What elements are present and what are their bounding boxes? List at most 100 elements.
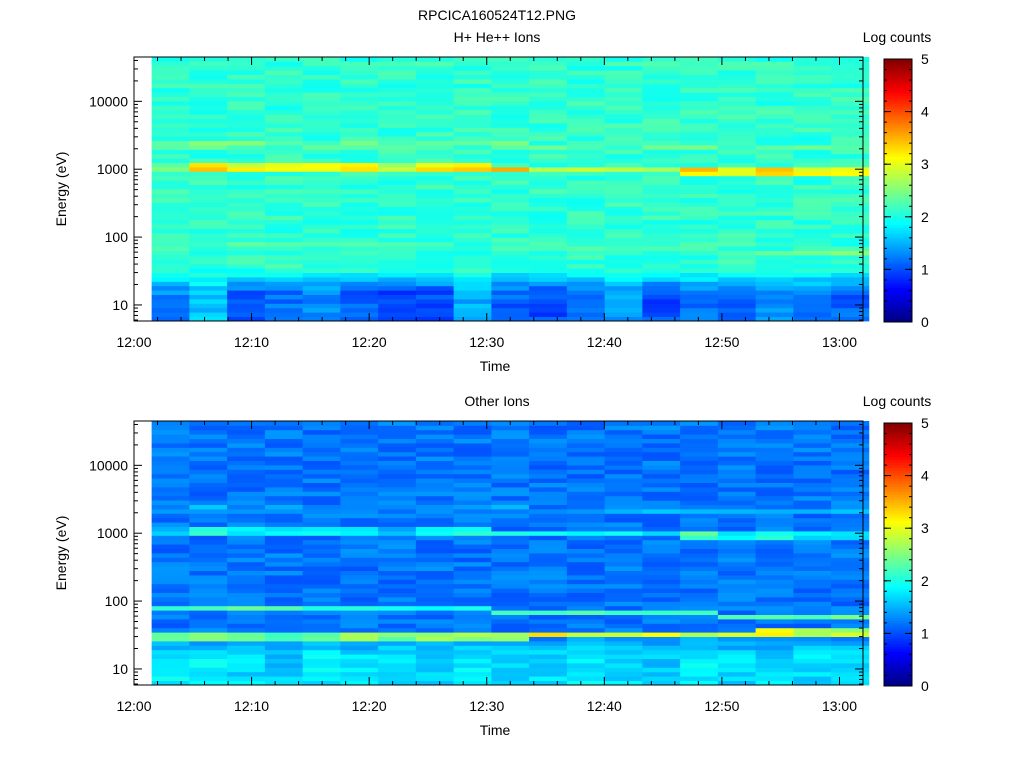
heatmap-cell (717, 153, 757, 159)
heatmap-cell (604, 619, 643, 624)
heatmap-cell (151, 237, 190, 243)
heatmap-cell (302, 614, 341, 620)
heatmap-cell (755, 197, 794, 203)
heatmap-cell (717, 175, 757, 181)
heatmap-cell (415, 443, 455, 448)
heatmap-cell (755, 215, 794, 221)
colorbar-step (884, 643, 912, 647)
panel-2-frame (133, 420, 864, 686)
panel-2-ylabel: Energy (eV) (53, 516, 69, 591)
heatmap-cell (415, 65, 455, 71)
heatmap-cell (340, 193, 379, 199)
heatmap-cell (453, 83, 492, 89)
heatmap-cell (264, 619, 304, 624)
heatmap-cell (831, 526, 870, 532)
heatmap-cell (415, 535, 455, 541)
heatmap-cell (680, 575, 719, 580)
heatmap-cell (604, 114, 643, 119)
heatmap-cell (604, 233, 643, 238)
heatmap-cell (680, 531, 719, 536)
heatmap-cell (642, 136, 681, 141)
panel-1-ylabel: Energy (eV) (53, 152, 69, 227)
heatmap-cell (378, 101, 417, 106)
heatmap-cell (227, 531, 266, 536)
heatmap-cell (189, 131, 228, 137)
heatmap-cell (415, 526, 455, 532)
heatmap-cell (378, 473, 417, 479)
heatmap-cell (415, 557, 455, 563)
heatmap-cell (189, 290, 228, 295)
heatmap-cell (717, 109, 757, 115)
heatmap-cell (755, 145, 794, 150)
heatmap-cell (642, 443, 681, 448)
x-tick-label: 12:00 (116, 334, 151, 350)
heatmap-cell (189, 277, 228, 282)
heatmap-cell (717, 667, 757, 673)
heatmap-cell (793, 312, 832, 317)
heatmap-cell (491, 478, 530, 483)
heatmap-cell (793, 263, 832, 269)
heatmap-cell (680, 522, 719, 527)
heatmap-cell (264, 202, 304, 207)
heatmap-cell (529, 175, 568, 181)
colorbar-tick-label: 4 (921, 468, 929, 484)
heatmap-cell (415, 272, 455, 278)
colorbar-step (884, 290, 912, 294)
heatmap-cell (189, 658, 228, 664)
heatmap-cell (793, 676, 832, 681)
heatmap-cell (642, 425, 681, 431)
heatmap-cell (453, 307, 492, 313)
heatmap-cell (264, 544, 304, 549)
heatmap-cell (415, 79, 455, 84)
heatmap-cell (415, 597, 455, 602)
heatmap-cell (680, 171, 719, 177)
heatmap-cell (755, 465, 794, 470)
heatmap-cell (264, 290, 304, 295)
heatmap-cell (755, 627, 794, 633)
heatmap-cell (264, 667, 304, 673)
heatmap-cell (717, 228, 757, 234)
heatmap-cell (529, 601, 568, 607)
heatmap-cell (717, 539, 757, 545)
heatmap-cell (680, 118, 719, 124)
heatmap-cell (717, 233, 757, 238)
colorbar-step (884, 486, 912, 490)
heatmap-cell (340, 531, 379, 536)
y-tick-label: 100 (105, 593, 129, 609)
heatmap-cell (491, 263, 530, 269)
heatmap-cell (151, 456, 190, 461)
heatmap-cell (793, 74, 832, 80)
colorbar-step (884, 449, 912, 453)
heatmap-cell (415, 153, 455, 159)
heatmap-cell (566, 74, 606, 80)
heatmap-cell (151, 83, 190, 89)
heatmap-cell (755, 434, 794, 439)
heatmap-cell (755, 219, 794, 225)
heatmap-cell (491, 671, 530, 677)
heatmap-cell (453, 175, 492, 181)
colorbar-step (884, 306, 912, 310)
heatmap-cell (189, 171, 228, 177)
heatmap-cell (491, 96, 530, 102)
heatmap-cell (340, 127, 379, 133)
heatmap-cell (831, 641, 870, 646)
heatmap-cell (717, 500, 757, 505)
heatmap-cell (151, 303, 190, 309)
heatmap-cell (453, 127, 492, 133)
heatmap-cell (529, 663, 568, 668)
heatmap-cell (680, 469, 719, 475)
colorbar-step (884, 628, 912, 632)
heatmap-cell (151, 614, 190, 620)
heatmap-cell (264, 206, 304, 212)
colorbar-step (884, 509, 912, 513)
heatmap-cell (642, 601, 681, 607)
heatmap-cell (189, 197, 228, 203)
heatmap-cell (264, 92, 304, 97)
heatmap-cell (264, 531, 304, 536)
heatmap-cell (227, 553, 266, 558)
colorbar-tick-label: 3 (921, 520, 929, 536)
heatmap-cell (680, 312, 719, 317)
heatmap-cell (302, 70, 341, 75)
heatmap-cell (151, 294, 190, 300)
heatmap-cell (227, 281, 266, 287)
